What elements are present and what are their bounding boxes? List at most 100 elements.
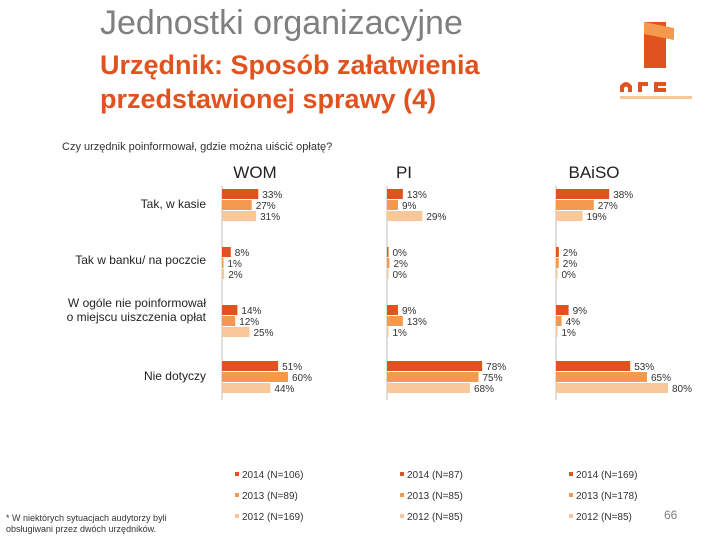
bar (387, 305, 398, 315)
data-label: 31% (260, 212, 280, 223)
data-label: 2% (563, 259, 578, 270)
bar (556, 200, 594, 210)
legend-swatch (569, 493, 573, 497)
arc-logo (620, 22, 692, 99)
data-label: 75% (483, 373, 503, 384)
data-label: 33% (262, 190, 282, 201)
category-label: Tak w banku/ na poczcie (75, 253, 206, 267)
bar (387, 200, 398, 210)
legend-swatch (400, 514, 404, 518)
bar (556, 383, 668, 393)
data-label: 19% (587, 212, 607, 223)
category-label: Nie dotyczy (144, 369, 206, 383)
bar (556, 316, 562, 326)
data-label: 13% (407, 317, 427, 328)
legend-label: 2014 (N=87) (407, 470, 463, 481)
data-label: 12% (239, 317, 259, 328)
bar (222, 327, 250, 337)
data-label: 80% (672, 384, 692, 395)
bar (556, 211, 583, 221)
data-label: 78% (486, 362, 506, 373)
data-label: 1% (393, 328, 408, 339)
bar (556, 305, 569, 315)
data-label: 0% (393, 248, 408, 259)
bar (222, 305, 238, 315)
bar (222, 189, 259, 199)
legend-swatch (569, 472, 573, 476)
page-number: 66 (664, 508, 678, 522)
bar (556, 372, 647, 382)
data-label: 29% (426, 212, 446, 223)
data-label: 68% (474, 384, 494, 395)
bar (387, 269, 389, 279)
data-label: 2% (393, 259, 408, 270)
bar (556, 247, 559, 257)
data-label: 0% (562, 270, 577, 281)
bar (387, 247, 389, 257)
bar (387, 258, 390, 268)
data-label: 65% (651, 373, 671, 384)
bar (556, 361, 631, 371)
bar (387, 383, 470, 393)
panel-title: BAiSO (568, 163, 619, 182)
page-subtitle: Urzędnik: Sposób załatwienia przedstawio… (100, 50, 480, 114)
bar (222, 269, 225, 279)
bar (556, 258, 559, 268)
panel-title: PI (396, 163, 412, 182)
legend-label: 2013 (N=178) (576, 491, 637, 502)
legend-label: 2012 (N=85) (407, 512, 463, 523)
legend-swatch (235, 493, 239, 497)
data-label: 9% (402, 201, 417, 212)
legend-label: 2014 (N=106) (242, 470, 303, 481)
data-label: 14% (241, 306, 261, 317)
data-label: 60% (292, 373, 312, 384)
data-label: 2% (563, 248, 578, 259)
bar (387, 327, 389, 337)
data-label: 8% (235, 248, 250, 259)
legend-swatch (400, 472, 404, 476)
bar (556, 269, 558, 279)
bar (387, 211, 423, 221)
bar (556, 189, 610, 199)
legend-swatch (400, 493, 404, 497)
bar (222, 372, 288, 382)
legend-label: 2013 (N=89) (242, 491, 298, 502)
bar (222, 361, 279, 371)
bar (222, 247, 231, 257)
bar (387, 372, 479, 382)
data-label: 2% (228, 270, 243, 281)
legend-label: 2013 (N=85) (407, 491, 463, 502)
category-label: Tak, w kasie (141, 197, 207, 211)
bar (556, 327, 558, 337)
category-label: W ogóle nie poinformował (68, 296, 206, 310)
data-label: 53% (634, 362, 654, 373)
data-label: 1% (228, 259, 243, 270)
legend-label: 2012 (N=169) (242, 512, 303, 523)
bar (387, 361, 483, 371)
data-label: 27% (256, 201, 276, 212)
legend-swatch (569, 514, 573, 518)
data-label: 13% (407, 190, 427, 201)
data-label: 51% (282, 362, 302, 373)
data-label: 25% (254, 328, 274, 339)
data-label: 1% (562, 328, 577, 339)
data-label: 38% (613, 190, 633, 201)
bar (387, 316, 403, 326)
legend-swatch (235, 472, 239, 476)
data-label: 27% (598, 201, 618, 212)
page-title: Jednostki organizacyjne (100, 4, 463, 42)
data-label: 44% (274, 384, 294, 395)
data-label: 9% (402, 306, 417, 317)
bar (222, 200, 252, 210)
bar (222, 258, 224, 268)
data-label: 0% (393, 270, 408, 281)
survey-question: Czy urzędnik poinformował, gdzie można u… (62, 141, 333, 153)
bar (222, 211, 257, 221)
bar (222, 383, 271, 393)
footnote: * W niektórych sytuacjach audytorzy byli… (6, 513, 167, 534)
data-label: 4% (566, 317, 581, 328)
category-label: o miejscu uiszczenia opłat (67, 310, 207, 324)
bar (222, 316, 236, 326)
bar (387, 189, 403, 199)
